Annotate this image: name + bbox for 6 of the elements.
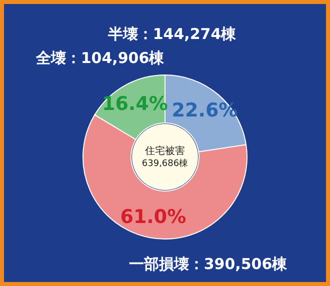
slice-label: 半壊：144,274棟 bbox=[106, 25, 238, 43]
text: 住宅被害 bbox=[145, 145, 185, 157]
text: 639,686棟 bbox=[142, 158, 188, 169]
data-label: 61.0% bbox=[120, 206, 186, 228]
slice-label: 全壊：104,906棟 bbox=[34, 49, 166, 67]
slice-label: 一部損壊：390,506棟 bbox=[128, 255, 288, 273]
